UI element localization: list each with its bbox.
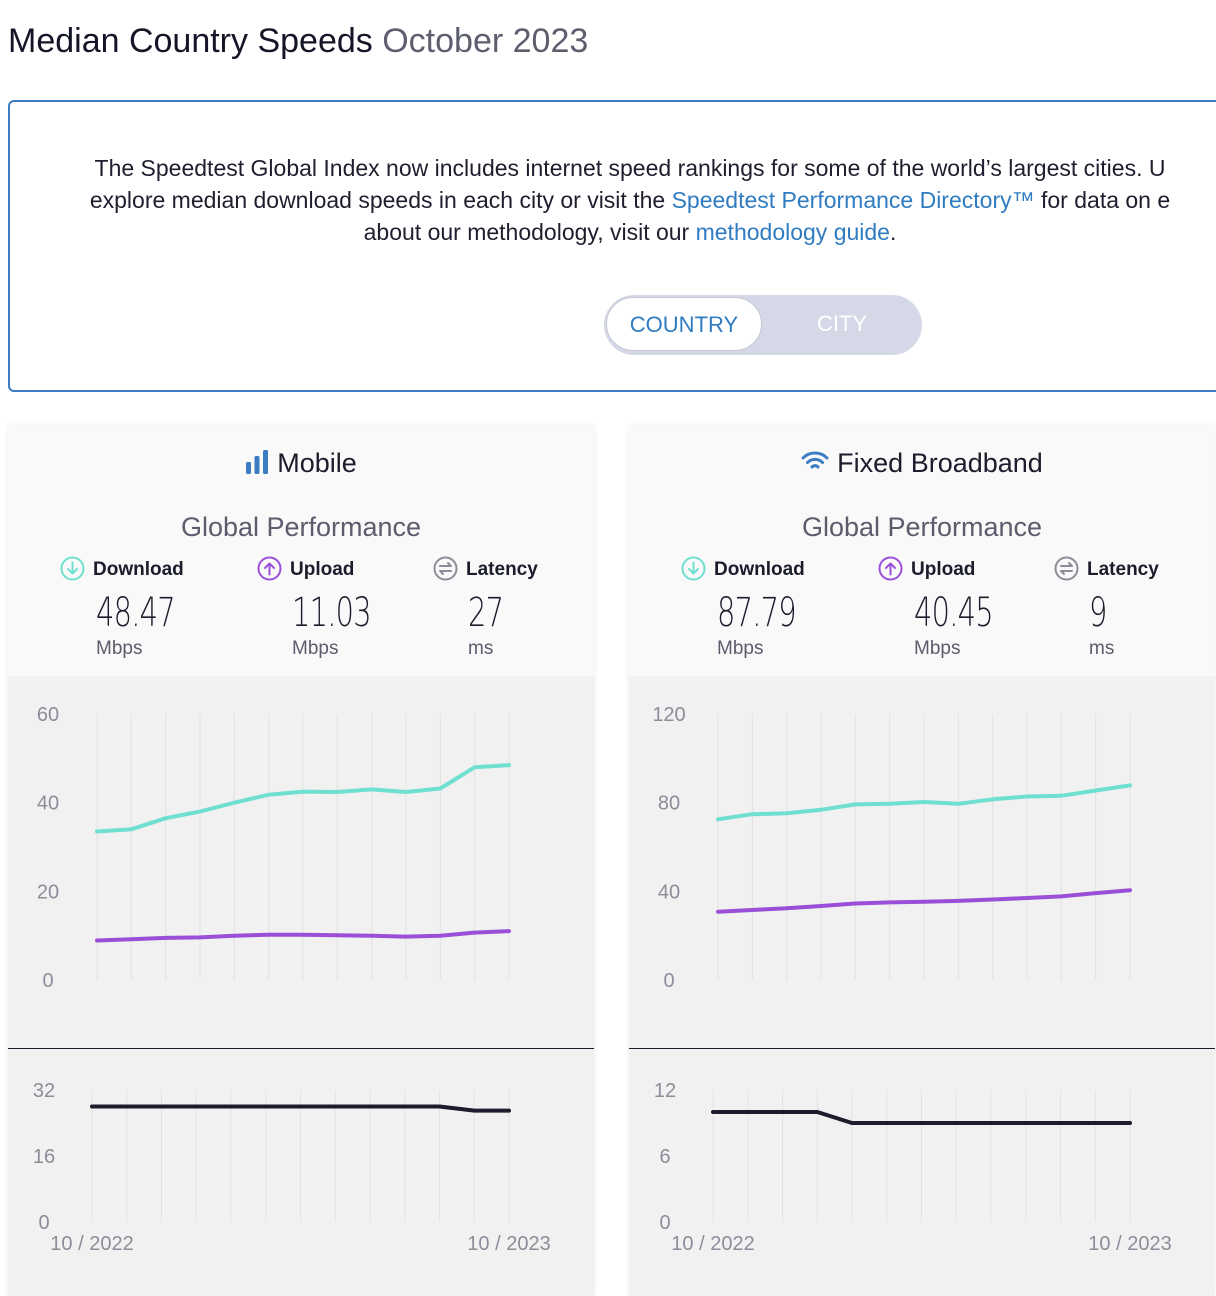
broadband-chart-divider: [629, 1048, 1215, 1049]
latency-icon: [1054, 556, 1079, 581]
info-box: The Speedtest Global Index now includes …: [8, 100, 1216, 392]
mobile-latency-value: 27: [468, 590, 503, 636]
info-text: The Speedtest Global Index now includes …: [10, 152, 1216, 248]
broadband-upload-label: Upload: [911, 559, 975, 580]
broadband-panel-title: Fixed Broadband: [629, 448, 1215, 481]
broadband-upload-unit: Mbps: [914, 638, 960, 660]
mobile-upload-label: Upload: [290, 559, 354, 580]
page-title: Median Country Speeds October 2023: [8, 22, 588, 61]
broadband-speed-y-tick-label: 80: [658, 793, 680, 815]
broadband-download-metric: Download 87.79 Mbps: [681, 556, 861, 581]
broadband-panel: Fixed Broadband Global Performance Downl…: [629, 426, 1215, 1296]
mobile-download-metric: Download 48.47 Mbps: [60, 556, 240, 581]
mobile-latency-x-end-label: 10 / 2023: [467, 1233, 550, 1255]
mobile-speed-y-tick-label: 20: [37, 881, 59, 903]
mobile-upload-metric: Upload 11.03 Mbps: [257, 556, 437, 581]
broadband-download-unit: Mbps: [717, 638, 763, 660]
broadband-latency-y-tick-label: 6: [659, 1146, 670, 1168]
performance-directory-link[interactable]: Speedtest Performance Directory™: [672, 187, 1035, 213]
download-arrow-icon: [60, 556, 85, 581]
mobile-speed-y-tick-label: 60: [37, 704, 59, 726]
broadband-download-value: 87.79: [717, 590, 796, 636]
mobile-download-value: 48.47: [96, 590, 175, 636]
mobile-title-label: Mobile: [277, 448, 357, 478]
upload-arrow-icon: [257, 556, 282, 581]
mobile-download-unit: Mbps: [96, 638, 142, 660]
mobile-upload-unit: Mbps: [292, 638, 338, 660]
mobile-download-label: Download: [93, 559, 184, 580]
mobile-upload-value: 11.03: [292, 590, 371, 636]
info-line-2-post: for data on e: [1035, 187, 1171, 213]
mobile-latency-y-tick-label: 32: [33, 1080, 55, 1102]
mobile-speed-y-tick-label: 0: [42, 970, 53, 992]
toggle-city[interactable]: CITY: [762, 295, 922, 355]
broadband-upload-value: 40.45: [914, 590, 993, 636]
mobile-latency-unit: ms: [468, 638, 493, 660]
mobile-panel: Mobile Global Performance Download 48.47…: [8, 426, 594, 1296]
mobile-panel-header: Mobile Global Performance Download 48.47…: [8, 426, 594, 676]
broadband-latency-y-tick-label: 0: [659, 1212, 670, 1234]
download-arrow-icon: [681, 556, 706, 581]
broadband-title-label: Fixed Broadband: [837, 448, 1043, 478]
info-line-2-pre: explore median download speeds in each c…: [90, 187, 672, 213]
page-title-period: October 2023: [382, 22, 588, 60]
info-line-3: about our methodology, visit our methodo…: [10, 216, 1216, 248]
toggle-country[interactable]: COUNTRY: [606, 297, 762, 351]
broadband-speed-y-tick-label: 40: [658, 881, 680, 903]
mobile-latency-y-tick-label: 16: [33, 1146, 55, 1168]
broadband-global-performance: Global Performance: [629, 512, 1215, 543]
wifi-icon: [801, 450, 829, 481]
mobile-panel-title: Mobile: [8, 448, 594, 481]
broadband-latency-x-start-label: 10 / 2022: [671, 1233, 754, 1255]
broadband-speed-y-tick-label: 0: [663, 970, 674, 992]
broadband-latency-unit: ms: [1089, 638, 1114, 660]
info-line-3-post: .: [890, 219, 896, 245]
broadband-speed-y-tick-label: 120: [652, 704, 685, 726]
info-line-2: explore median download speeds in each c…: [10, 184, 1216, 216]
broadband-latency-metric: Latency 9 ms: [1054, 556, 1216, 581]
broadband-download-label: Download: [714, 559, 805, 580]
info-line-3-pre: about our methodology, visit our: [364, 219, 696, 245]
signal-bars-icon: [245, 450, 269, 481]
broadband-latency-value: 9: [1089, 590, 1107, 636]
mobile-latency-metric: Latency 27 ms: [433, 556, 613, 581]
broadband-upload-metric: Upload 40.45 Mbps: [878, 556, 1058, 581]
mobile-charts: 0 20 40 60 0 16 32 10 / 2022 10 / 2023: [8, 676, 594, 1296]
info-line-1: The Speedtest Global Index now includes …: [10, 152, 1216, 184]
country-city-toggle[interactable]: COUNTRY CITY: [604, 295, 922, 355]
upload-arrow-icon: [878, 556, 903, 581]
broadband-charts: 0 40 80 120 0 6 12 10 / 2022 10 / 2023: [629, 676, 1215, 1296]
mobile-latency-label: Latency: [466, 559, 538, 580]
broadband-latency-y-tick-label: 12: [654, 1080, 676, 1102]
page-title-main: Median Country Speeds: [8, 22, 373, 60]
mobile-latency-y-tick-label: 0: [38, 1212, 49, 1234]
broadband-latency-label: Latency: [1087, 559, 1159, 580]
methodology-guide-link[interactable]: methodology guide: [696, 219, 890, 245]
broadband-latency-x-end-label: 10 / 2023: [1088, 1233, 1171, 1255]
latency-icon: [433, 556, 458, 581]
mobile-global-performance: Global Performance: [8, 512, 594, 543]
mobile-latency-x-start-label: 10 / 2022: [50, 1233, 133, 1255]
mobile-speed-y-tick-label: 40: [37, 793, 59, 815]
mobile-chart-divider: [8, 1048, 594, 1049]
broadband-panel-header: Fixed Broadband Global Performance Downl…: [629, 426, 1215, 676]
